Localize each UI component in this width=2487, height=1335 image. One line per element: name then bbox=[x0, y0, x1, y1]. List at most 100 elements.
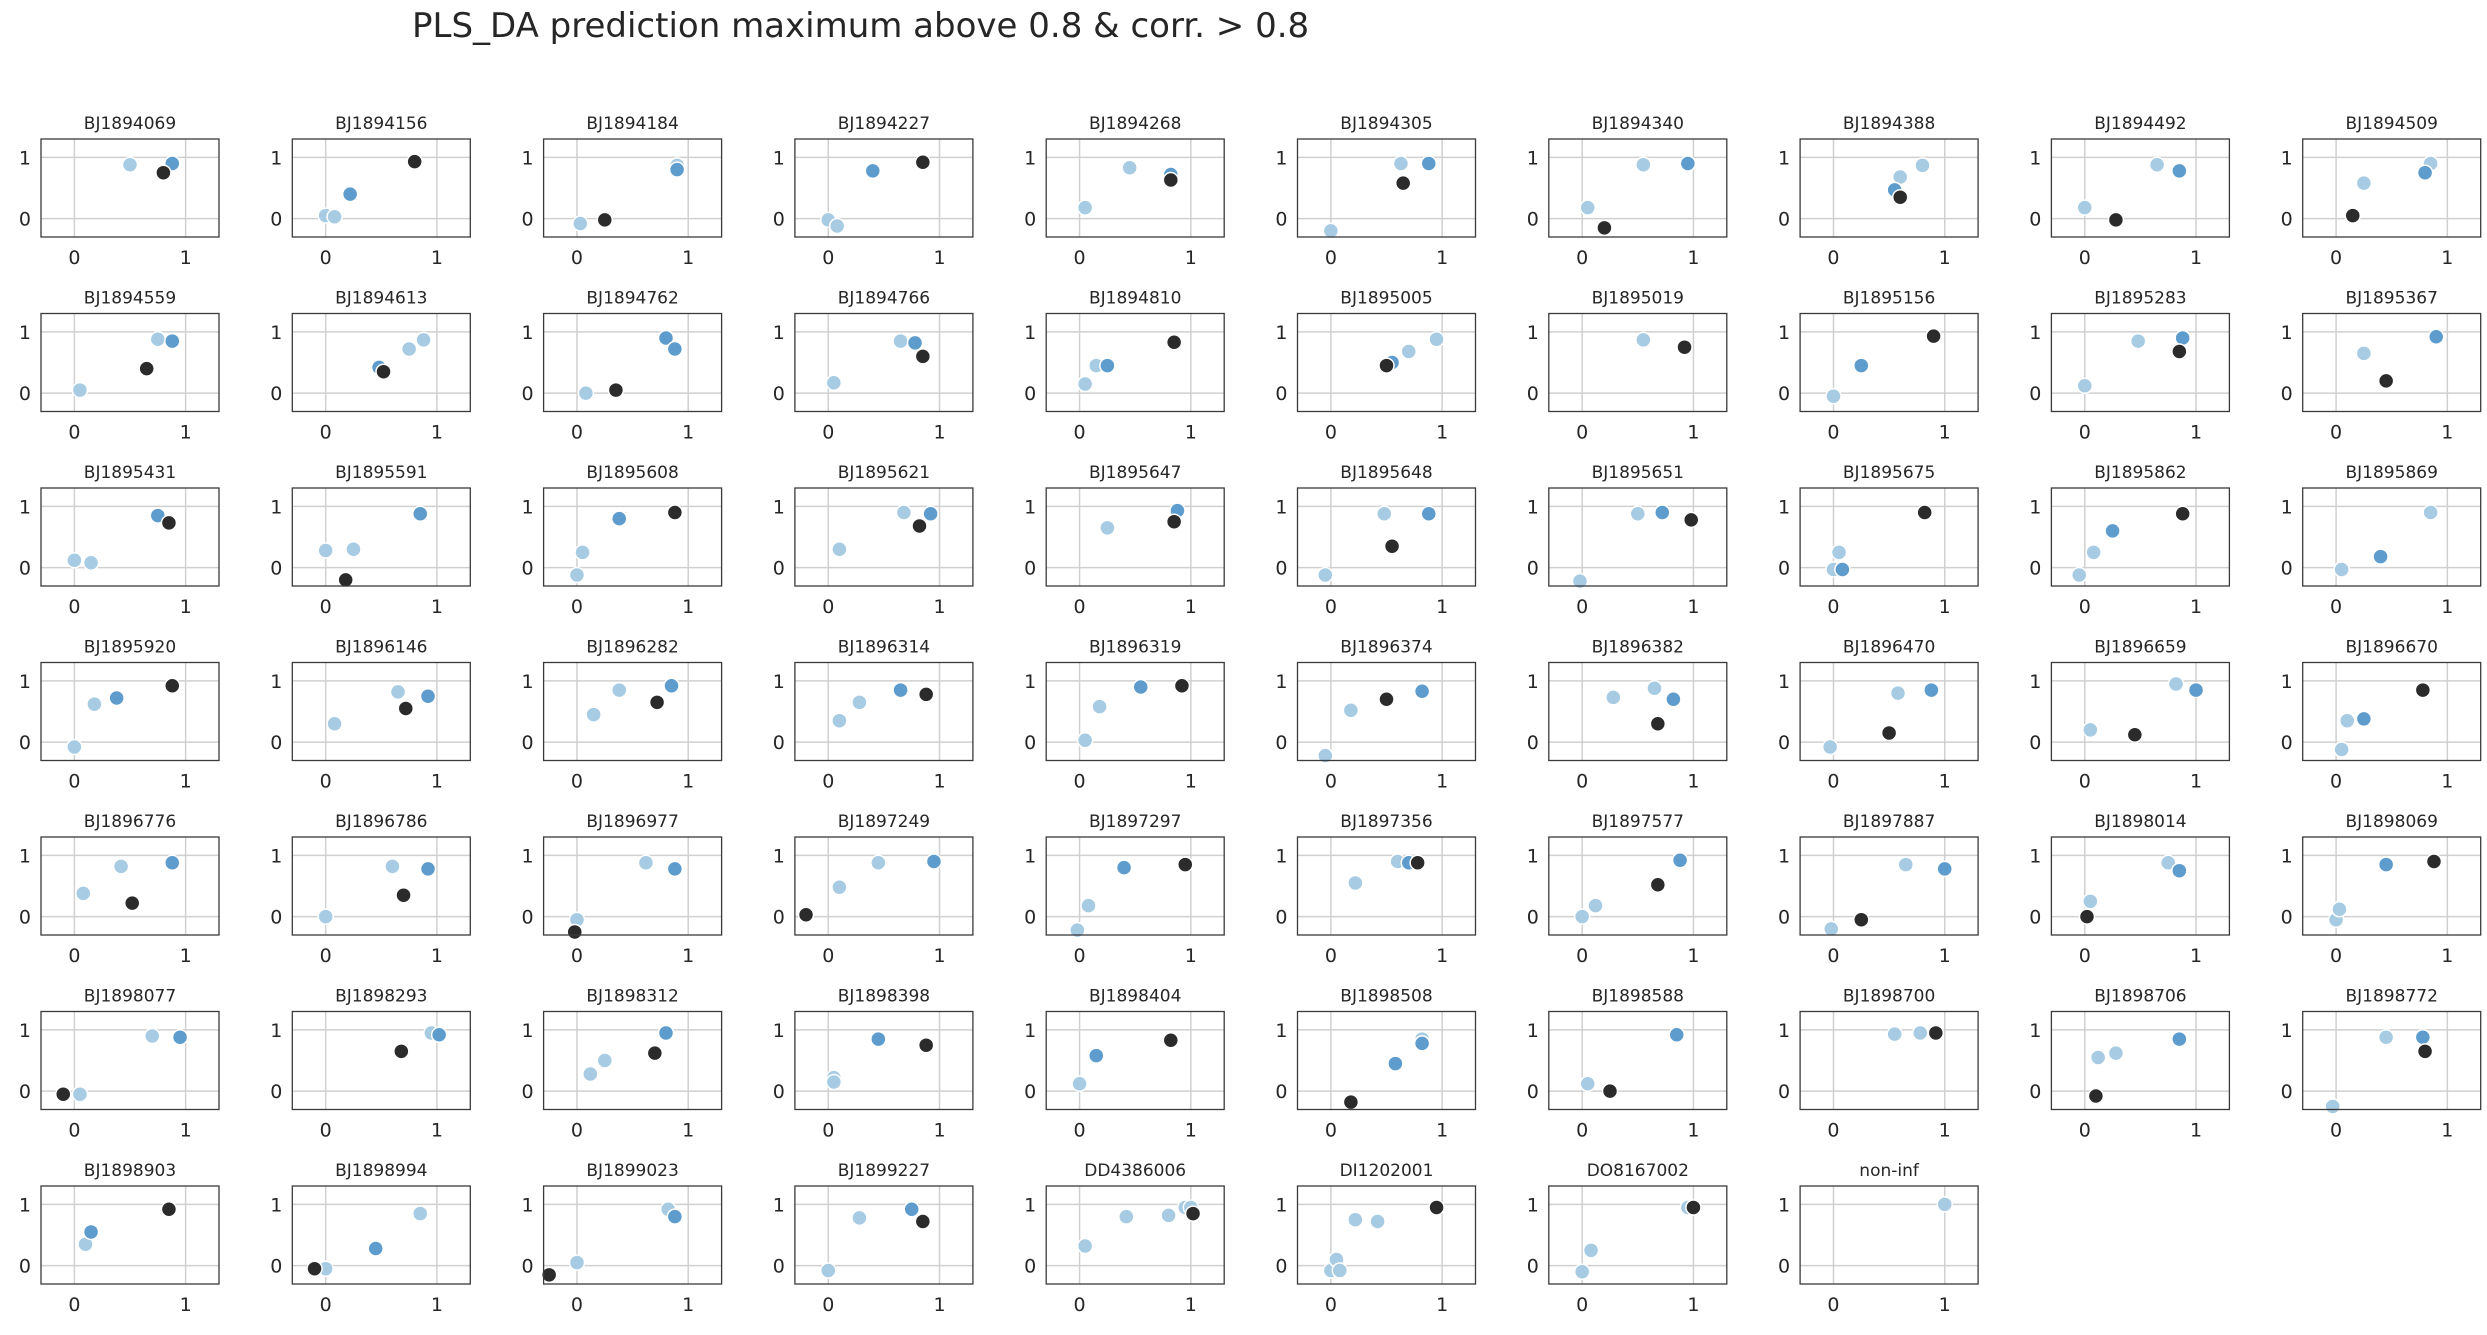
data-point-dark bbox=[160, 514, 178, 532]
data-point-medium bbox=[430, 1026, 448, 1044]
data-point-light bbox=[1091, 698, 1108, 715]
x-tick-label: 1 bbox=[1687, 422, 1699, 444]
data-point-light bbox=[2085, 544, 2102, 561]
data-point-light bbox=[831, 712, 848, 729]
x-tick-label: 0 bbox=[1576, 771, 1588, 793]
y-tick-label: 1 bbox=[522, 496, 534, 518]
y-tick-label: 1 bbox=[773, 845, 785, 867]
x-tick-label: 1 bbox=[2441, 1120, 2453, 1142]
subplot-BJ1895005: BJ1895005 0 1 0 1 bbox=[1275, 289, 1477, 444]
data-point-light bbox=[2082, 721, 2099, 739]
subplot-title: BJ1895591 bbox=[335, 463, 427, 483]
data-point-dark bbox=[596, 211, 614, 229]
axes-frame bbox=[1045, 312, 1225, 413]
data-point-light bbox=[1317, 566, 1334, 584]
data-point-medium bbox=[419, 687, 437, 705]
data-point-medium bbox=[1387, 1055, 1404, 1072]
subplot-BJ1897577: BJ1897577 0 1 0 1 bbox=[1527, 812, 1728, 967]
x-tick-label: 1 bbox=[431, 596, 443, 618]
x-tick-label: 0 bbox=[1827, 945, 1839, 967]
subplot-BJ1896470: BJ1896470 0 1 0 1 bbox=[1778, 638, 1979, 793]
data-point-light bbox=[1160, 1207, 1177, 1224]
x-tick-label: 1 bbox=[1939, 771, 1951, 793]
subplot-title: BJ1894509 bbox=[2346, 114, 2438, 134]
y-tick-label: 1 bbox=[2029, 322, 2041, 344]
y-tick-label: 1 bbox=[19, 1020, 31, 1042]
data-point-light bbox=[568, 566, 586, 584]
data-point-light bbox=[2148, 156, 2166, 173]
x-tick-label: 0 bbox=[822, 771, 834, 793]
subplot-title: BJ1895862 bbox=[2094, 463, 2186, 483]
data-point-medium bbox=[864, 162, 882, 180]
axes-frame bbox=[794, 836, 974, 936]
data-point-light bbox=[825, 1073, 843, 1091]
x-tick-label: 0 bbox=[1827, 596, 1839, 618]
y-tick-label: 1 bbox=[522, 1194, 534, 1216]
axes-frame bbox=[1548, 487, 1728, 587]
y-tick-label: 1 bbox=[1024, 322, 1036, 344]
y-tick-label: 0 bbox=[522, 732, 534, 754]
subplot-title: BJ1894762 bbox=[586, 289, 678, 309]
y-tick-label: 1 bbox=[522, 322, 534, 344]
y-tick-label: 1 bbox=[19, 147, 31, 169]
subplot-title: BJ1896659 bbox=[2094, 638, 2186, 658]
subplot-BJ1898014: BJ1898014 0 1 0 1 bbox=[2029, 812, 2231, 967]
subplot-title: BJ1898994 bbox=[335, 1161, 427, 1181]
subplot-title: BJ1895869 bbox=[2346, 463, 2438, 483]
data-point-medium bbox=[657, 1024, 675, 1042]
data-point-light bbox=[2070, 566, 2088, 584]
data-point-dark bbox=[1891, 188, 1909, 206]
y-tick-label: 1 bbox=[2029, 1020, 2041, 1042]
y-tick-label: 0 bbox=[522, 558, 534, 580]
x-tick-label: 1 bbox=[1185, 1294, 1197, 1316]
y-tick-label: 0 bbox=[19, 1256, 31, 1278]
data-point-medium bbox=[2416, 164, 2434, 181]
y-tick-label: 1 bbox=[270, 845, 282, 867]
data-point-light bbox=[1121, 159, 1138, 177]
y-tick-label: 0 bbox=[2029, 732, 2041, 754]
axes-frame bbox=[2302, 487, 2482, 587]
data-point-light bbox=[1400, 343, 1417, 360]
data-point-dark bbox=[1184, 1205, 1202, 1222]
subplot-BJ1897249: BJ1897249 0 1 0 1 bbox=[773, 812, 974, 967]
data-point-light bbox=[1076, 732, 1094, 749]
data-point-dark bbox=[2087, 1087, 2105, 1105]
x-tick-label: 0 bbox=[1074, 422, 1086, 444]
data-point-medium bbox=[611, 510, 628, 527]
subplot-BJ1894156: BJ1894156 0 1 0 1 bbox=[270, 114, 471, 269]
data-point-light bbox=[1069, 921, 1086, 939]
x-tick-label: 1 bbox=[1185, 945, 1197, 967]
x-tick-label: 0 bbox=[822, 596, 834, 618]
y-tick-label: 1 bbox=[19, 671, 31, 693]
subplot-title: BJ1894227 bbox=[838, 114, 930, 134]
data-point-light bbox=[1629, 505, 1647, 522]
subplot-title: DO8167002 bbox=[1587, 1161, 1689, 1181]
axes-frame bbox=[291, 487, 471, 587]
axes-frame bbox=[2050, 487, 2231, 587]
axes-frame bbox=[542, 487, 723, 587]
y-tick-label: 1 bbox=[522, 147, 534, 169]
subplot-title: BJ1894559 bbox=[84, 289, 176, 309]
x-tick-label: 0 bbox=[2330, 596, 2342, 618]
y-tick-label: 0 bbox=[1024, 558, 1036, 580]
axes-frame bbox=[1799, 1010, 1979, 1111]
data-point-medium bbox=[2171, 162, 2188, 180]
subplot-title: BJ1894069 bbox=[84, 114, 176, 134]
data-point-light bbox=[2333, 561, 2350, 578]
x-tick-label: 0 bbox=[2079, 422, 2091, 444]
subplot-BJ1898312: BJ1898312 0 1 0 1 bbox=[522, 987, 723, 1142]
data-point-medium bbox=[1413, 1035, 1431, 1052]
x-tick-label: 1 bbox=[1185, 771, 1197, 793]
y-tick-label: 1 bbox=[2029, 147, 2041, 169]
subplot-title: BJ1899227 bbox=[838, 1161, 930, 1181]
subplot-BJ1895651: BJ1895651 0 1 0 1 bbox=[1527, 463, 1728, 618]
axes-frame bbox=[1799, 661, 1979, 762]
x-tick-label: 1 bbox=[682, 247, 694, 269]
y-tick-label: 0 bbox=[2281, 383, 2293, 405]
subplot-BJ1894509: BJ1894509 0 1 0 1 bbox=[2281, 114, 2482, 269]
data-point-medium bbox=[906, 334, 924, 352]
data-point-light bbox=[1889, 684, 1907, 702]
subplot-BJ1895647: BJ1895647 0 1 0 1 bbox=[1024, 463, 1225, 618]
axes-frame bbox=[2050, 1010, 2231, 1111]
x-tick-label: 1 bbox=[2190, 945, 2202, 967]
